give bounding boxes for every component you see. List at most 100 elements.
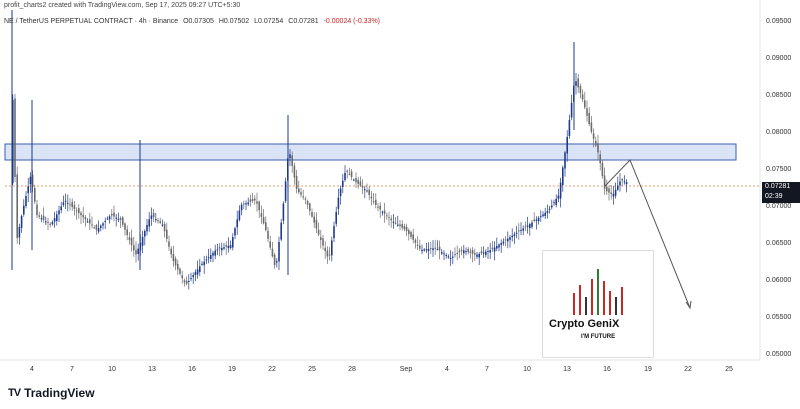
candle-body [531, 222, 533, 227]
candle-body [163, 224, 166, 232]
candle-body [463, 250, 465, 254]
candle-body [130, 237, 133, 246]
time-axis: 4 7 10 13 16 19 22 25 28 Sep 4 7 10 13 16 19 22 25 [30, 366, 733, 373]
candle-body [570, 102, 573, 118]
candle-body [372, 201, 375, 203]
candle-body [289, 154, 291, 159]
candle-body [522, 228, 524, 231]
candle-body [533, 219, 535, 222]
tradingview-logo[interactable]: TV TradingView [8, 386, 95, 400]
candle-body [397, 224, 399, 226]
candle-body [177, 263, 179, 270]
candle-body [544, 212, 546, 217]
candle-body [553, 202, 555, 204]
candle-body [14, 98, 16, 177]
candle-body [456, 253, 458, 255]
candle-body [469, 251, 472, 253]
candle-body [93, 227, 95, 229]
candle-body [359, 181, 362, 186]
candle-body [313, 216, 315, 223]
price-tick-label: 0.07500 [766, 166, 791, 173]
candle-body [467, 248, 469, 253]
symbol-legend[interactable]: NE / TetherUS PERPETUAL CONTRACT · 4h · … [4, 18, 383, 25]
candle-body [117, 218, 120, 220]
candle-body [150, 215, 153, 219]
symbol-info[interactable]: NE / TetherUS PERPETUAL CONTRACT · 4h · … [4, 18, 179, 25]
candle-body [368, 189, 370, 196]
candle-body [262, 217, 265, 224]
candle-body [414, 239, 417, 243]
candle-body [491, 247, 494, 249]
candle-body [71, 202, 73, 207]
candle-body [621, 178, 623, 181]
candle-body [16, 174, 18, 238]
candle-body [166, 229, 168, 239]
candle-body [348, 173, 351, 175]
candle-body [427, 248, 430, 251]
candle-body [326, 250, 329, 257]
candle-body [106, 218, 109, 220]
candle-body [535, 219, 538, 221]
candle-body [67, 202, 69, 204]
candle-body [51, 222, 54, 225]
candle-body [179, 268, 181, 274]
candle-body [135, 250, 137, 255]
candle-body [306, 201, 309, 205]
candle-body [610, 192, 612, 194]
candle-body [577, 78, 579, 88]
candle-body [247, 202, 249, 205]
candle-body [185, 280, 188, 284]
candle-body [45, 221, 47, 223]
candle-body [234, 228, 236, 236]
candle-body [331, 240, 333, 256]
price-tick-label: 0.07000 [766, 203, 791, 210]
candle-body [315, 219, 318, 229]
candle-body [575, 81, 577, 86]
candle-body [557, 195, 560, 199]
candle-body [421, 249, 423, 252]
projection-arrow [604, 159, 692, 310]
candle-body [53, 218, 56, 222]
candle-body [350, 171, 353, 177]
candle-body [322, 238, 324, 246]
candle-body [18, 227, 21, 238]
candle-body [357, 179, 359, 184]
last-price-tag: 0.07281 02:39 [762, 182, 800, 203]
candle-body [227, 245, 230, 249]
candle-body [548, 208, 551, 210]
candle-body [474, 252, 476, 255]
candle-body [513, 234, 516, 237]
price-tick-label: 0.06000 [766, 277, 791, 284]
candle-body [617, 185, 619, 190]
candle-body [590, 122, 593, 132]
candle-body [405, 227, 408, 232]
candle-body [537, 217, 540, 222]
time-tick-label: 22 [684, 366, 692, 373]
time-tick-label: 16 [188, 366, 196, 373]
candle-body [364, 189, 366, 191]
candle-body [276, 261, 278, 263]
candle-body [394, 222, 397, 224]
time-tick-label: 10 [108, 366, 116, 373]
candle-body [201, 263, 203, 265]
candle-body [438, 246, 441, 251]
time-tick-label: 25 [308, 366, 316, 373]
candle-body [529, 224, 531, 229]
candle-body [581, 94, 584, 100]
candle-body [342, 180, 344, 188]
time-tick-label: 13 [563, 366, 571, 373]
candle-body [273, 254, 276, 266]
candle-body [190, 278, 192, 280]
candle-body [366, 190, 368, 192]
candle-body [78, 208, 80, 214]
candle-body [64, 200, 67, 202]
candle-body [159, 221, 161, 223]
candle-body [441, 252, 443, 254]
candle-body [113, 212, 115, 217]
candle-body [47, 222, 49, 224]
candle-body [31, 174, 34, 187]
candle-body [205, 259, 208, 261]
candle-body [280, 222, 282, 240]
